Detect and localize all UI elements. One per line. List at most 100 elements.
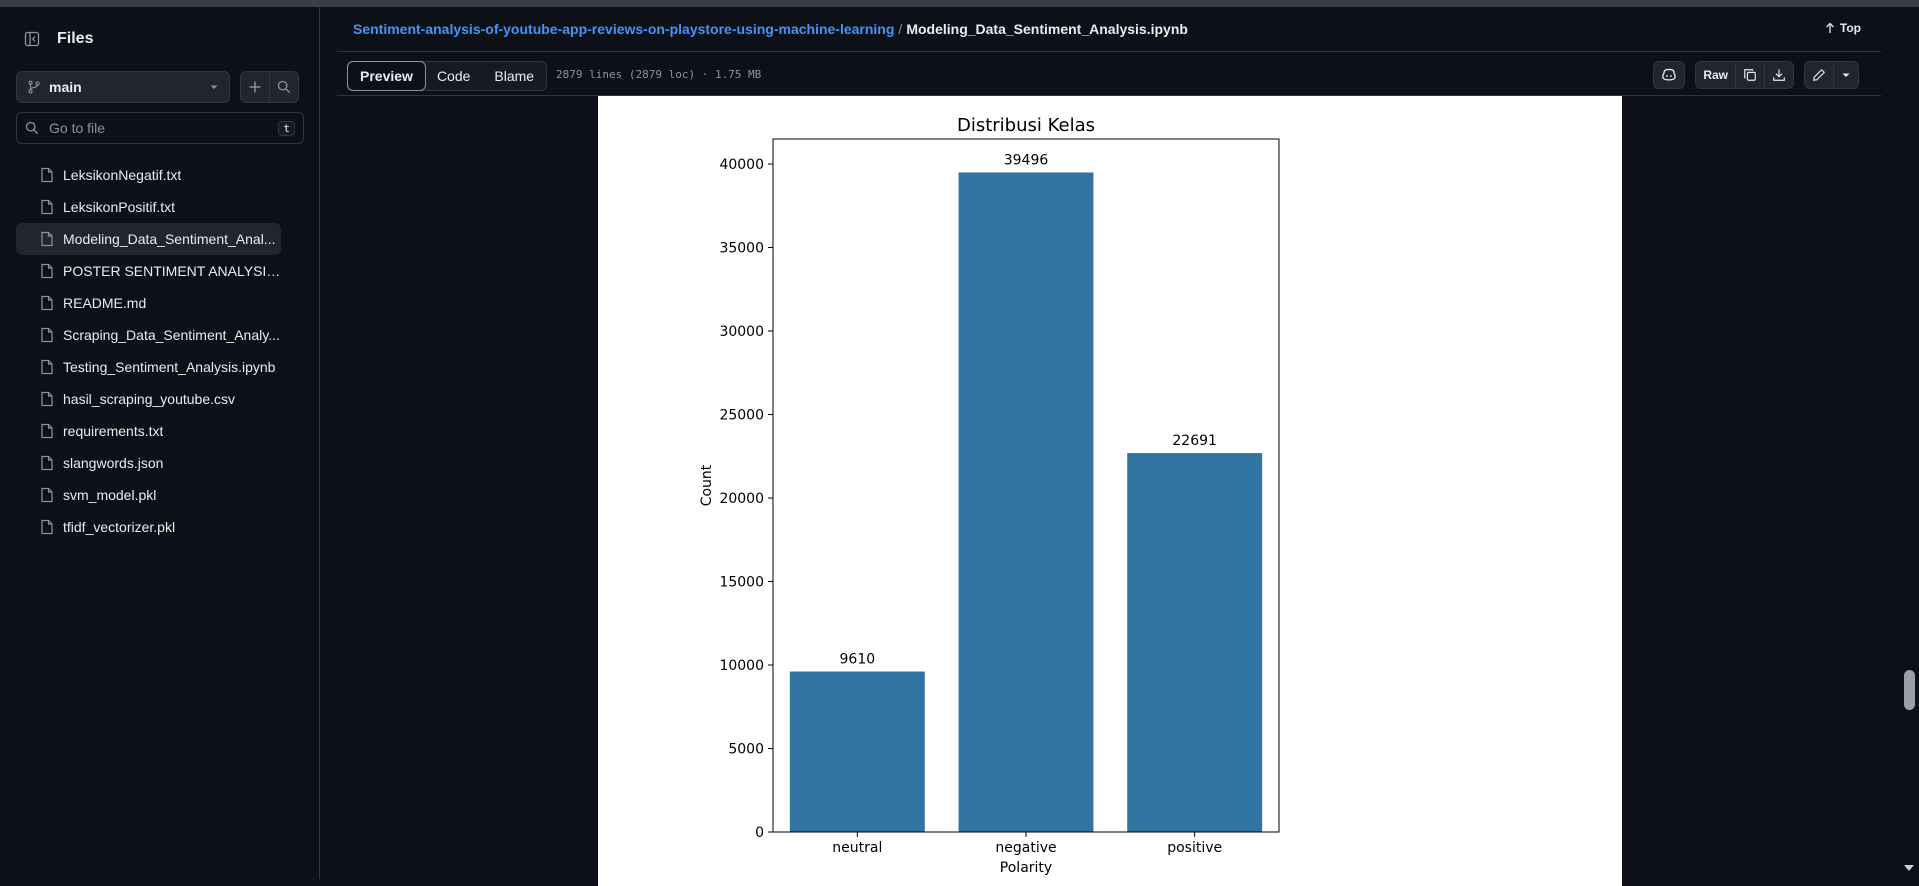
file-icon [41,199,53,215]
y-tick-label: 10000 [719,658,764,674]
file-icon [41,423,53,439]
file-icon [41,167,53,183]
y-axis-label: Count [699,464,715,506]
file-tree-item[interactable]: Testing_Sentiment_Analysis.ipynb [16,351,281,383]
bar-value-label: 9610 [840,652,876,668]
download-button[interactable] [1765,62,1793,88]
tab-blame[interactable]: Blame [494,68,535,84]
y-tick-label: 15000 [719,575,764,591]
page-scrollbar[interactable] [1899,7,1919,879]
copilot-group [1653,61,1686,89]
raw-copy-download-group: Raw [1695,61,1794,89]
tab-code[interactable]: Code [436,68,471,84]
file-icon [41,295,53,311]
search-icon [277,80,291,94]
go-to-file-input[interactable] [47,119,279,137]
file-name: slangwords.json [63,455,164,471]
header-divider [337,51,1881,52]
file-name: Testing_Sentiment_Analysis.ipynb [63,359,276,375]
shortcut-key-badge: t [278,120,295,136]
y-tick-label: 40000 [719,157,764,173]
go-to-file-field[interactable]: t [16,112,304,144]
top-label: Top [1839,21,1861,35]
file-name: requirements.txt [63,423,164,439]
plot-frame [772,138,1280,833]
file-tree-item[interactable]: Scraping_Data_Sentiment_Analy... [16,319,281,351]
file-tree-item[interactable]: hasil_scraping_youtube.csv [16,383,281,415]
toolbar-divider [337,95,1881,96]
x-tick-label: neutral [832,840,882,856]
file-icon [41,455,53,471]
file-viewer: Sentiment-analysis-of-youtube-app-review… [337,7,1881,886]
branch-name: main [49,79,82,95]
file-icon [41,231,53,247]
file-list: LeksikonNegatif.txt LeksikonPositif.txt Mo… [16,159,281,543]
git-branch-icon [28,80,40,94]
file-info: 2879 lines (2879 loc) · 1.75 MB [556,68,762,81]
bar-chart: 9610 neutral 39496 negative 22691 positive 0 50… [699,115,1280,876]
copy-raw-button[interactable] [1736,62,1765,88]
bar [1127,453,1263,832]
y-tick-label: 20000 [719,491,764,507]
window-top-strip [0,0,1919,7]
file-tree-item[interactable]: LeksikonPositif.txt [16,191,281,223]
x-tick-label: negative [995,840,1056,856]
file-icon [41,263,53,279]
file-tree-item[interactable]: README.md [16,287,281,319]
chart-title: Distribusi Kelas [957,115,1095,136]
add-file-button[interactable] [240,71,270,103]
file-name: LeksikonPositif.txt [63,199,176,215]
scrollbar-thumb[interactable] [1904,670,1915,710]
file-name: POSTER SENTIMENT ANALYSIS.... [63,263,281,279]
y-tick-label: 0 [755,825,764,841]
file-name: hasil_scraping_youtube.csv [63,391,235,407]
tab-preview[interactable]: Preview [347,61,426,91]
caret-down-icon [1842,73,1850,77]
scroll-down-arrow-icon[interactable] [1904,865,1914,871]
file-name: Scraping_Data_Sentiment_Analy... [63,327,280,343]
notebook-output-panel: 9610 neutral 39496 negative 22691 positive 0 50… [598,96,1622,886]
edit-options-button[interactable] [1834,62,1858,88]
arrow-up-icon [1825,22,1834,33]
view-mode-tabs: Preview Code Blame [347,61,548,91]
x-tick-label: positive [1167,840,1222,856]
bar [789,671,925,832]
file-tree-item[interactable]: tfidf_vectorizer.pkl [16,511,281,543]
plus-icon [249,81,261,93]
sidebar-header: Files [16,23,93,55]
back-to-top-button[interactable]: Top [1824,21,1861,35]
file-name: svm_model.pkl [63,487,157,503]
caret-down-icon [210,85,218,89]
file-tree-item[interactable]: svm_model.pkl [16,479,281,511]
y-tick-label: 5000 [728,742,764,758]
file-tree-item[interactable]: slangwords.json [16,447,281,479]
copilot-button[interactable] [1654,62,1684,88]
y-tick-label: 25000 [719,408,764,424]
breadcrumb-repo-link[interactable]: Sentiment-analysis-of-youtube-app-review… [353,21,895,37]
file-tree-item[interactable]: POSTER SENTIMENT ANALYSIS.... [16,255,281,287]
breadcrumb-separator: / [898,21,903,37]
copilot-icon [1662,68,1676,81]
sidebar-collapse-icon [24,31,40,47]
branch-selector[interactable]: main [16,71,230,103]
y-tick-label: 30000 [719,324,764,340]
file-icon [41,391,53,407]
edit-button[interactable] [1805,62,1834,88]
file-name: Modeling_Data_Sentiment_Anal... [63,231,276,247]
x-axis-label: Polarity [1000,860,1052,876]
sidebar-title: Files [57,30,94,47]
file-actions: Raw [1653,61,1859,89]
search-icon [25,121,39,135]
file-name: README.md [63,295,147,311]
raw-button[interactable]: Raw [1696,62,1736,88]
breadcrumb: Sentiment-analysis-of-youtube-app-review… [353,21,1188,37]
bar-value-label: 39496 [1004,152,1049,168]
file-icon [41,487,53,503]
search-files-button[interactable] [269,71,299,103]
file-tree-item[interactable]: LeksikonNegatif.txt [16,159,281,191]
breadcrumb-current-file: Modeling_Data_Sentiment_Analysis.ipynb [906,21,1188,37]
collapse-sidebar-button[interactable] [16,23,48,55]
file-tree-item[interactable]: requirements.txt [16,415,281,447]
file-tree-item[interactable]: Modeling_Data_Sentiment_Anal... [16,223,281,255]
file-icon [41,519,53,535]
